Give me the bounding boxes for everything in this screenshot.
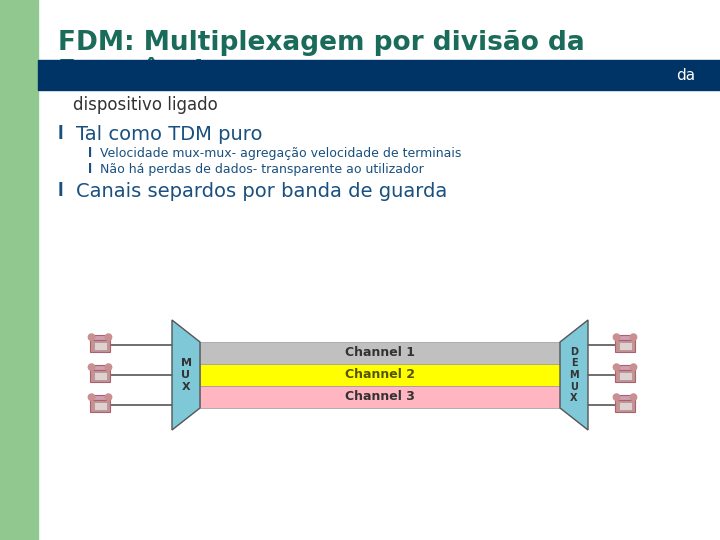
Bar xyxy=(91,364,109,370)
Bar xyxy=(616,395,634,400)
Circle shape xyxy=(105,364,112,370)
Text: Velocidade mux-mux- agregação velocidade de terminais: Velocidade mux-mux- agregação velocidade… xyxy=(100,147,462,160)
Text: M
U
X: M U X xyxy=(181,359,192,392)
Text: l: l xyxy=(58,182,63,200)
Bar xyxy=(616,364,634,370)
Text: Channel 3: Channel 3 xyxy=(345,390,415,403)
Text: da: da xyxy=(676,68,695,83)
Text: Canais separdos por banda de guarda: Canais separdos por banda de guarda xyxy=(76,182,447,201)
Polygon shape xyxy=(172,320,200,430)
Circle shape xyxy=(89,334,95,340)
Circle shape xyxy=(613,394,620,401)
Circle shape xyxy=(89,364,95,370)
Bar xyxy=(615,397,635,411)
Circle shape xyxy=(630,364,636,370)
Circle shape xyxy=(613,334,620,340)
Text: D
E
M
U
X: D E M U X xyxy=(570,347,579,403)
Text: l: l xyxy=(58,125,63,143)
Bar xyxy=(38,60,720,90)
Text: Frequência: Frequência xyxy=(58,57,222,85)
Text: Channel 2: Channel 2 xyxy=(345,368,415,381)
Bar xyxy=(618,373,631,380)
Bar xyxy=(200,386,560,408)
Bar xyxy=(89,367,110,381)
Text: Tal como TDM puro: Tal como TDM puro xyxy=(76,125,263,144)
Bar xyxy=(615,367,635,381)
Bar xyxy=(94,342,107,350)
Text: l: l xyxy=(88,163,92,176)
Bar xyxy=(94,402,107,410)
Bar xyxy=(200,364,560,386)
Bar xyxy=(616,335,634,340)
Polygon shape xyxy=(560,320,588,430)
Circle shape xyxy=(613,364,620,370)
Circle shape xyxy=(105,334,112,340)
Bar xyxy=(615,337,635,352)
Bar xyxy=(200,342,560,364)
Bar xyxy=(89,397,110,411)
Circle shape xyxy=(105,394,112,401)
Bar xyxy=(618,402,631,410)
Bar xyxy=(91,395,109,400)
Bar xyxy=(0,0,38,540)
Text: FDM: Multiplexagem por divisão da: FDM: Multiplexagem por divisão da xyxy=(58,30,585,56)
Text: Não há perdas de dados- transparente ao utilizador: Não há perdas de dados- transparente ao … xyxy=(100,163,424,176)
Text: Channel 1: Channel 1 xyxy=(345,347,415,360)
Circle shape xyxy=(89,394,95,401)
Bar xyxy=(91,335,109,340)
Text: dispositivo ligado: dispositivo ligado xyxy=(73,96,217,114)
Circle shape xyxy=(630,334,636,340)
Text: l: l xyxy=(88,147,92,160)
Bar xyxy=(89,337,110,352)
Bar xyxy=(618,342,631,350)
Circle shape xyxy=(630,394,636,401)
Bar xyxy=(94,373,107,380)
